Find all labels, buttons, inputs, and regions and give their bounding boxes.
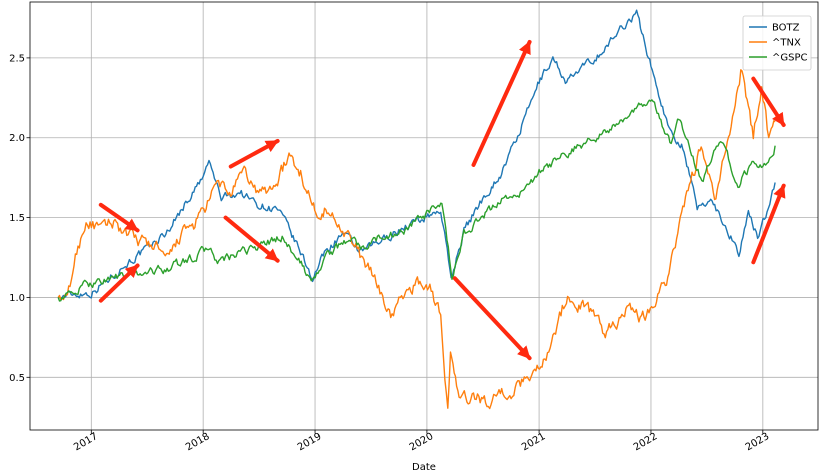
series-line-tnx [57, 69, 776, 410]
x-tick-label: 2017 [72, 431, 100, 453]
legend-label: ^GSPC [772, 53, 808, 64]
x-tick-label: 2018 [184, 431, 212, 453]
annotation-arrow [223, 215, 280, 263]
series-layer [57, 9, 776, 410]
annotation-arrow [98, 202, 140, 233]
x-axis-title: Date [412, 462, 436, 473]
plot-area [30, 2, 818, 430]
annotation-layer [98, 39, 786, 361]
legend-label: BOTZ [772, 23, 800, 34]
plot-frame [29, 1, 819, 431]
annotation-arrow [751, 183, 786, 265]
legend-label: ^TNX [772, 38, 801, 49]
grid [30, 2, 818, 430]
x-tick-label: 2022 [632, 431, 660, 453]
y-tick-label: 1.0 [9, 293, 25, 304]
legend: BOTZ ^TNX ^GSPC [742, 15, 812, 71]
annotation-arrow [98, 263, 140, 303]
y-tick-label: 0.5 [9, 373, 25, 384]
x-tick-label: 2020 [408, 431, 436, 453]
x-tick-label: 2019 [296, 431, 324, 453]
y-tick-label: 1.5 [9, 213, 25, 224]
x-tick-label: 2023 [744, 431, 772, 453]
x-tick-label: 2021 [520, 431, 548, 453]
series-line-botz [58, 9, 776, 300]
series-line-gspc [57, 99, 776, 302]
y-axis: 0.5 1.0 1.5 2.0 2.5 [9, 53, 30, 384]
annotation-arrow [751, 76, 786, 127]
annotation-arrow [228, 138, 280, 169]
x-axis: 2017 2018 2019 2020 2021 2022 2023 [72, 430, 771, 453]
y-tick-label: 2.0 [9, 133, 25, 144]
annotation-arrow [471, 39, 532, 167]
y-tick-label: 2.5 [9, 53, 25, 64]
annotation-arrow [452, 276, 532, 361]
